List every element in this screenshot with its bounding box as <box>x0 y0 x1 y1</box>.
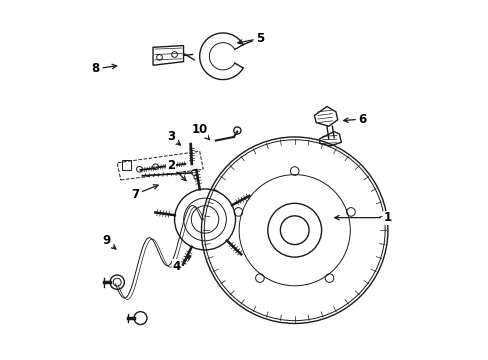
Text: 3: 3 <box>166 130 180 145</box>
Text: 9: 9 <box>102 234 116 249</box>
Text: 2: 2 <box>166 159 185 181</box>
Text: 6: 6 <box>343 113 366 126</box>
Text: 5: 5 <box>237 32 264 45</box>
Text: 1: 1 <box>334 211 391 224</box>
Text: 10: 10 <box>191 123 209 140</box>
Text: 4: 4 <box>172 256 190 273</box>
Text: 8: 8 <box>91 62 117 75</box>
Text: 7: 7 <box>131 185 158 201</box>
